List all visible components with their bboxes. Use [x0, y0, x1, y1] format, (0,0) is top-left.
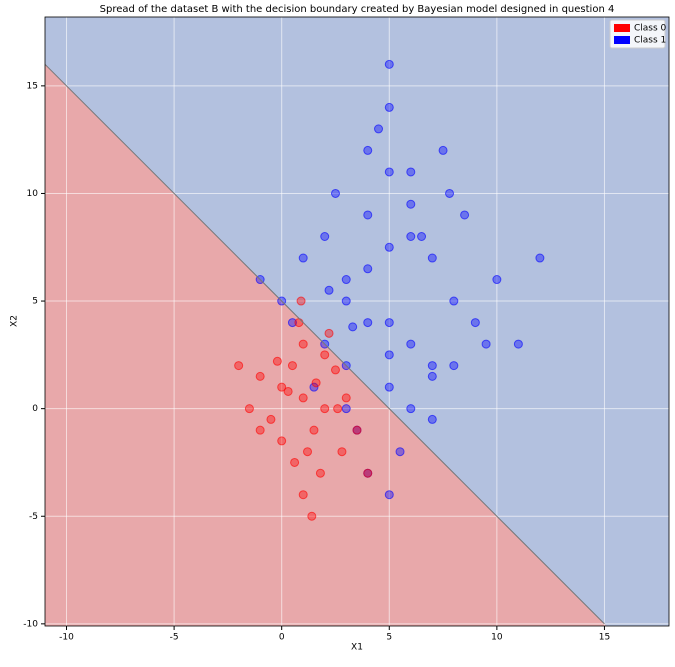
data-point — [255, 425, 265, 435]
data-point — [341, 296, 351, 306]
legend-swatch — [614, 36, 630, 44]
data-point — [384, 382, 394, 392]
data-point — [294, 318, 304, 328]
y-tick-label: 0 — [32, 404, 38, 414]
plot-frame — [44, 16, 670, 627]
data-point — [406, 167, 416, 177]
data-point — [384, 350, 394, 360]
data-point — [427, 361, 437, 371]
data-point — [384, 490, 394, 500]
data-point — [309, 425, 319, 435]
chart-title: Spread of the dataset B with the decisio… — [100, 4, 615, 15]
y-tick-label: -10 — [23, 619, 38, 629]
data-point — [266, 414, 276, 424]
data-point — [363, 264, 373, 274]
data-point — [384, 59, 394, 69]
data-point — [481, 339, 491, 349]
y-tick-label: 15 — [27, 81, 38, 91]
x-tick-label: 0 — [279, 633, 285, 643]
data-point — [255, 371, 265, 381]
y-axis-label: X2 — [10, 315, 20, 327]
legend-label: Class 0 — [634, 24, 667, 34]
data-point — [287, 361, 297, 371]
data-point — [348, 322, 358, 332]
data-point — [470, 318, 480, 328]
data-point — [320, 404, 330, 414]
data-point — [427, 253, 437, 263]
data-point — [324, 285, 334, 295]
data-point — [363, 468, 373, 478]
data-point — [341, 275, 351, 285]
data-point — [406, 339, 416, 349]
data-point — [535, 253, 545, 263]
x-tick-label: -5 — [170, 633, 179, 643]
x-tick-label: -10 — [59, 633, 74, 643]
data-point — [417, 231, 427, 241]
decision-boundary — [45, 63, 605, 625]
data-point — [330, 365, 340, 375]
data-point — [406, 199, 416, 209]
y-tick-label: -5 — [29, 512, 38, 522]
data-point — [290, 457, 300, 467]
data-point — [277, 436, 287, 446]
data-point — [374, 124, 384, 134]
data-point — [309, 382, 319, 392]
data-point — [492, 275, 502, 285]
legend-swatch — [614, 24, 630, 32]
data-point — [315, 468, 325, 478]
data-point — [363, 210, 373, 220]
data-point — [427, 371, 437, 381]
data-point — [333, 404, 343, 414]
data-point — [287, 318, 297, 328]
data-point — [298, 393, 308, 403]
data-point — [384, 318, 394, 328]
data-point — [283, 386, 293, 396]
data-point — [449, 361, 459, 371]
data-point — [320, 231, 330, 241]
data-point — [311, 378, 321, 388]
data-point — [337, 447, 347, 457]
data-point — [406, 404, 416, 414]
y-tick-label: 5 — [32, 297, 38, 307]
data-point — [298, 490, 308, 500]
legend-label: Class 1 — [634, 36, 666, 46]
data-point — [277, 382, 287, 392]
data-point — [427, 414, 437, 424]
data-point — [298, 339, 308, 349]
data-point — [513, 339, 523, 349]
data-point — [307, 511, 317, 521]
data-point — [395, 447, 405, 457]
data-point — [341, 393, 351, 403]
data-point — [244, 404, 254, 414]
data-point — [363, 145, 373, 155]
x-axis-label: X1 — [351, 643, 363, 653]
data-point — [296, 296, 306, 306]
data-point — [384, 242, 394, 252]
data-point — [406, 231, 416, 241]
data-point — [460, 210, 470, 220]
x-tick-label: 5 — [386, 633, 392, 643]
data-point — [234, 361, 244, 371]
data-point — [272, 356, 282, 366]
y-tick-label: 10 — [27, 189, 39, 199]
data-point — [384, 167, 394, 177]
data-point — [352, 425, 362, 435]
data-point — [384, 102, 394, 112]
data-point — [363, 318, 373, 328]
data-point — [324, 328, 334, 338]
data-point — [320, 350, 330, 360]
data-point — [298, 253, 308, 263]
x-tick-label: 15 — [599, 633, 610, 643]
data-point — [341, 404, 351, 414]
data-point — [330, 188, 340, 198]
data-point — [449, 296, 459, 306]
data-point — [303, 447, 313, 457]
data-point — [445, 188, 455, 198]
data-point — [438, 145, 448, 155]
x-tick-label: 10 — [491, 633, 503, 643]
